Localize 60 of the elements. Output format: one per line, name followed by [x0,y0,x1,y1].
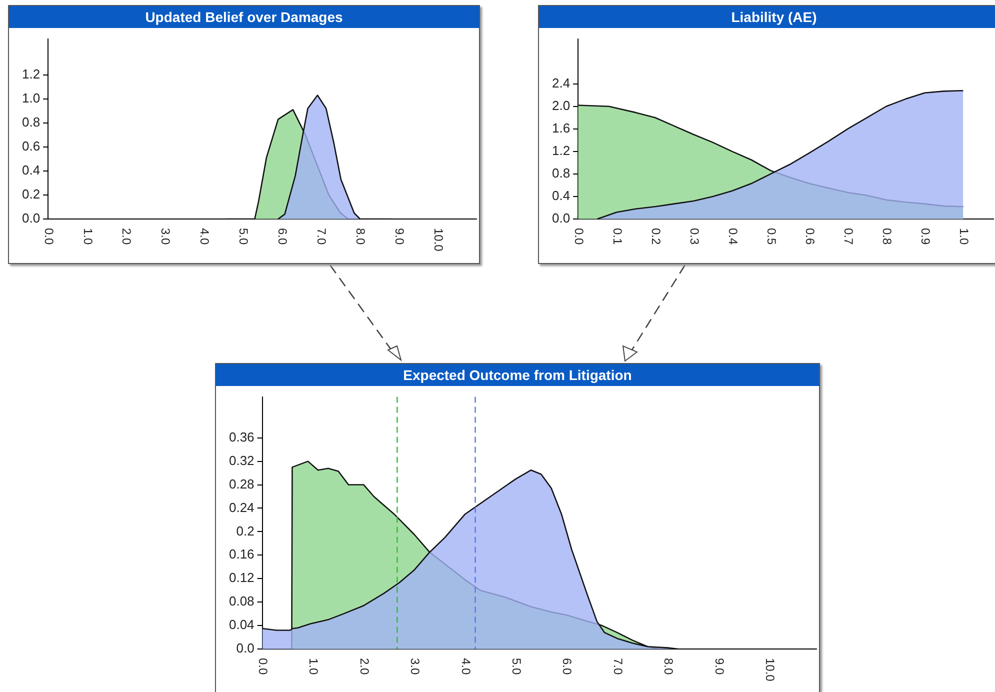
y-tick-label: 0.36 [228,429,254,444]
y-tick-label: 1.2 [552,143,570,158]
x-tick-label: 0.3 [687,228,702,246]
y-tick-label: 0.8 [22,114,40,130]
x-tick-label: 1.0 [306,658,321,676]
y-tick-label: 0.4 [22,162,40,178]
x-tick-label: 5.0 [236,228,251,246]
x-tick-label: 1.0 [80,228,95,246]
x-tick-label: 6.0 [560,658,574,676]
y-tick-label: 0.2 [22,186,40,202]
x-tick-label: 7.0 [314,228,329,246]
x-tick-label: 10.0 [763,658,778,682]
x-tick-label: 0.9 [918,228,932,246]
x-tick-label: 8.0 [354,228,368,246]
x-tick-label: 8.0 [662,658,676,676]
x-tick-label: 9.0 [392,228,407,246]
x-tick-label: 2.0 [357,658,372,676]
y-tick-label: 0.16 [228,546,254,562]
x-tick-label: 10.0 [432,228,446,252]
chart-title: Liability (AE) [539,6,995,28]
x-tick-label: 3.0 [158,228,173,246]
y-tick-label: 0.2 [236,523,254,538]
x-tick-label: 0.0 [42,228,56,246]
y-tick-label: 2.0 [552,98,570,113]
y-tick-label: 0.24 [228,500,254,515]
x-tick-label: 0.5 [764,228,778,246]
x-tick-label: 3.0 [408,658,422,676]
x-tick-label: 4.0 [198,228,212,246]
x-tick-label: 0.6 [802,228,817,246]
chart-title: Updated Belief over Damages [9,6,479,28]
chart-title: Expected Outcome from Litigation [216,364,819,386]
y-tick-label: 1.2 [22,66,40,82]
y-tick-label: 0.12 [228,570,254,586]
x-tick-label: 4.0 [458,658,473,676]
y-tick-label: 0.8 [552,166,570,181]
x-tick-label: 2.0 [120,228,134,246]
x-tick-label: 1.0 [956,228,971,246]
x-tick-label: 7.0 [610,658,625,676]
x-tick-label: 0.0 [572,228,586,246]
y-tick-label: 1.0 [22,90,40,106]
y-tick-label: 0.32 [228,452,254,468]
x-tick-label: 0.7 [841,228,856,246]
x-tick-label: 6.0 [276,228,290,246]
y-tick-label: 0.08 [228,594,254,609]
x-tick-label: 5.0 [510,658,524,676]
x-tick-label: 0.4 [726,228,740,246]
y-tick-label: 1.6 [552,120,570,136]
x-tick-label: 0.8 [880,228,894,246]
x-tick-label: 0.1 [610,228,624,246]
y-tick-label: 0.4 [552,188,570,204]
x-tick-label: 0.2 [648,228,663,246]
x-tick-label: 0.0 [256,658,270,676]
y-tick-label: 0.04 [228,617,254,632]
y-tick-label: 0.28 [228,476,254,492]
x-tick-label: 9.0 [712,658,726,676]
y-tick-label: 0.0 [22,210,40,226]
y-tick-label: 0.6 [22,138,40,154]
y-tick-label: 2.4 [552,75,570,90]
y-tick-label: 0.0 [236,640,254,656]
y-tick-label: 0.0 [552,210,570,226]
